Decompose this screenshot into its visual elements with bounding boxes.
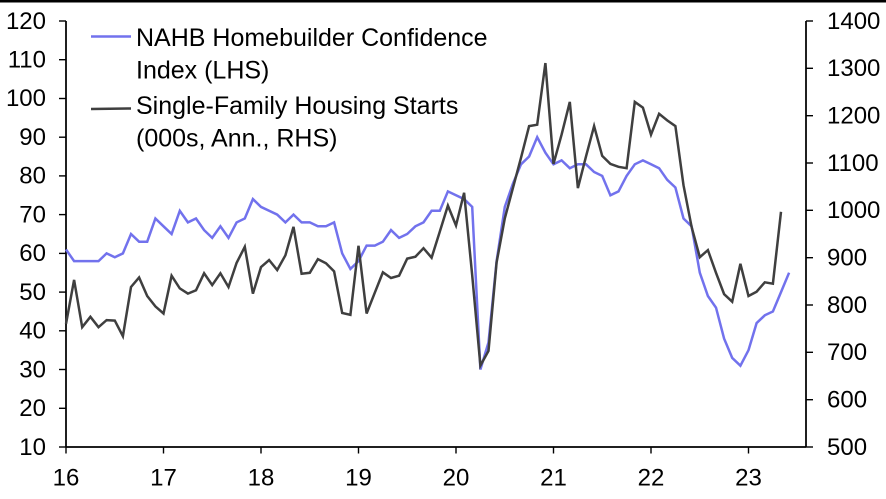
svg-text:22: 22 xyxy=(638,465,665,492)
svg-text:110: 110 xyxy=(8,47,46,74)
svg-text:17: 17 xyxy=(150,465,177,492)
svg-text:20: 20 xyxy=(19,395,46,422)
svg-text:19: 19 xyxy=(345,465,372,492)
svg-text:900: 900 xyxy=(827,244,867,271)
svg-text:600: 600 xyxy=(827,386,867,413)
svg-text:21: 21 xyxy=(540,465,567,492)
svg-text:16: 16 xyxy=(53,465,80,492)
svg-text:80: 80 xyxy=(19,163,46,190)
svg-text:NAHB Homebuilder Confidence: NAHB Homebuilder Confidence xyxy=(136,24,488,52)
svg-text:700: 700 xyxy=(827,339,867,366)
svg-text:30: 30 xyxy=(19,356,46,383)
svg-text:18: 18 xyxy=(248,465,275,492)
svg-text:23: 23 xyxy=(735,465,762,492)
svg-text:100: 100 xyxy=(6,85,46,112)
svg-text:1400: 1400 xyxy=(827,8,880,35)
svg-text:Single-Family Housing Starts: Single-Family Housing Starts xyxy=(136,92,458,120)
svg-text:800: 800 xyxy=(827,292,867,319)
svg-text:90: 90 xyxy=(19,124,46,151)
svg-text:1100: 1100 xyxy=(827,150,879,177)
svg-text:1300: 1300 xyxy=(827,55,880,82)
svg-text:(000s, Ann., RHS): (000s, Ann., RHS) xyxy=(136,125,337,153)
svg-text:50: 50 xyxy=(19,279,46,306)
svg-text:1000: 1000 xyxy=(827,197,880,224)
svg-text:1200: 1200 xyxy=(827,102,880,129)
svg-text:500: 500 xyxy=(827,434,867,461)
svg-text:40: 40 xyxy=(19,318,46,345)
svg-text:20: 20 xyxy=(443,465,470,492)
svg-text:70: 70 xyxy=(19,201,46,228)
svg-text:120: 120 xyxy=(6,8,46,35)
svg-text:10: 10 xyxy=(19,434,46,461)
svg-text:Index (LHS): Index (LHS) xyxy=(136,57,269,85)
svg-text:60: 60 xyxy=(19,240,46,267)
